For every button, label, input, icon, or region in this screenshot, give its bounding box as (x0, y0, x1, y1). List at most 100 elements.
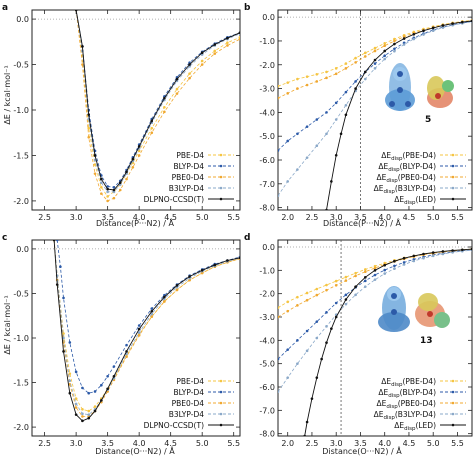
panel-d-legend-marker-0 (451, 379, 455, 383)
panel-d-series-2-point (315, 293, 319, 297)
panel-b-series-0-point (393, 37, 396, 41)
panel-d-series-3-point (305, 349, 309, 353)
panel-d-series-4-point (344, 298, 348, 301)
panel-d-series-4-point (383, 263, 387, 267)
panel-b-series-1-point (334, 101, 338, 105)
panel-b-ytick-label: -2.0 (259, 61, 275, 70)
panel-a-ytick-label: 0.0 (16, 15, 29, 24)
panel-a-series-1-point (106, 185, 109, 188)
panel-c-legend-marker-1 (219, 390, 223, 394)
panel-c-letter: c (2, 233, 7, 243)
panel-a-legend-marker-0 (219, 153, 223, 157)
panel-d-series-4-point (320, 357, 323, 361)
panel-d-series-2-point (325, 288, 328, 292)
panel-d-series-4-point (412, 254, 416, 258)
panel-a-legend-marker-2 (219, 175, 223, 179)
panel-b-series-0-point (325, 70, 328, 74)
panel-d-legend-label-4: ΔEdisp(LED) (394, 421, 436, 432)
panel-d-ytick-label: -8.0 (259, 430, 275, 439)
panel-c-xtick-label: 5.5 (227, 439, 240, 448)
panel-d-series-4-point (431, 251, 435, 254)
panel-c-series-4-point (74, 413, 78, 416)
panel-a-series-0-point (213, 49, 217, 53)
panel-d-series-2-point (296, 304, 299, 307)
panel-c-series-3-point (81, 412, 84, 416)
panel-a-xtick-label: 4.5 (164, 213, 177, 222)
panel-a-series-0-point (175, 87, 179, 91)
panel-b-series-4-point (422, 29, 425, 33)
panel-d-series-3-point (296, 362, 299, 365)
panel-c-xtick-label: 5.0 (196, 439, 209, 448)
panel-b-xtick-label: 4.5 (403, 213, 416, 222)
panel-a-series-2-point (100, 192, 103, 195)
panel-c-series-0-point (62, 332, 65, 335)
panel-b-series-4-point (354, 87, 357, 90)
panel-b-ytick-label: -5.0 (259, 132, 275, 141)
panel-b-series-2-point (383, 44, 387, 48)
panel-c-ytick-label: -2.0 (13, 423, 29, 432)
panel-c-series-4-point (137, 327, 141, 331)
panel-d-series-2-point (286, 309, 290, 313)
panel-b-frame (277, 9, 473, 211)
panel-a-series-line-3 (75, 10, 240, 193)
panel-c-legend-label-2: PBE0-D4 (172, 399, 205, 408)
panel-c-xtick-label: 3.5 (101, 439, 114, 448)
panel-b-series-2-point (402, 35, 406, 38)
panel-b-series-0-point (286, 81, 290, 84)
panel-d-ytick-label: -6.0 (259, 383, 275, 392)
panel-d-series-4-point (354, 285, 357, 288)
panel-c-series-2-point (163, 300, 166, 303)
panel-a-series-line-1 (75, 10, 240, 188)
panel-a-series-4-point (93, 154, 97, 157)
panel-b-series-3-point (278, 194, 280, 198)
panel-b-series-2-point (344, 67, 348, 70)
panel-b-series-0-point (383, 42, 387, 45)
panel-b-series-4-point (470, 19, 472, 23)
panel-a-series-4-point (125, 170, 128, 174)
panel-b-legend-marker-3 (451, 186, 455, 190)
panel-a-xtick-label: 4.0 (133, 213, 146, 222)
panel-a-legend-marker-3 (219, 186, 223, 190)
panel-b-series-0-point (373, 46, 377, 50)
panel-d-series-4-point (305, 420, 309, 424)
panel-d-series-1-point (383, 268, 387, 272)
panel-c-series-1-point (150, 307, 154, 310)
panel-c-xtick-label: 3.0 (70, 439, 83, 448)
panel-a-ytick-label: -1.5 (13, 151, 29, 160)
panel-d-ytick-label: -4.0 (259, 336, 275, 345)
panel-a-legend-label-1: BLYP-D4 (173, 162, 204, 171)
panel-d-series-4-point (470, 247, 472, 251)
panel-c-series-4-point (55, 283, 59, 286)
molecule-13-image (378, 286, 450, 332)
panel-b-series-4-point (373, 58, 377, 62)
panel-a-ylabel: ΔE / kcal·mol⁻¹ (3, 65, 12, 124)
panel-b-xtick-label: 3.0 (330, 213, 343, 222)
panel-b-series-1-point (373, 62, 377, 65)
panel-c-series-2-point (68, 383, 72, 386)
panel-c-series-4-point (188, 275, 191, 278)
panel-d-series-3-point (315, 336, 319, 340)
panel-b-series-4-point (344, 113, 348, 117)
panel-b-series-2-point (334, 72, 338, 76)
panel-c-series-1-point (62, 296, 65, 300)
panel-b-series-4-point (441, 24, 445, 27)
panel-d-ytick-label: -3.0 (259, 313, 275, 322)
panel-a-series-1-point (112, 185, 116, 189)
panel-c-series-4-point (150, 309, 154, 313)
panel-a-series-4-point (137, 145, 141, 148)
molecule-5-image (385, 63, 454, 111)
panel-b-series-1-point (325, 111, 328, 114)
panel-c-series-4-point (68, 391, 72, 395)
panel-a-series-4-point (238, 31, 240, 35)
panel-a-series-2-point (93, 172, 97, 175)
panel-b-xtick-label: 4.0 (378, 213, 391, 222)
panel-c-series-3-point (62, 336, 65, 340)
panel-c-legend-marker-2 (219, 401, 223, 405)
panel-b-ytick-label: -8.0 (259, 204, 275, 213)
panel-c-series-4-point (112, 375, 116, 378)
panel-c-series-1-point (55, 240, 59, 242)
panel-d-frame (277, 239, 473, 437)
panel-c-xtick-label: 4.0 (133, 439, 146, 448)
panel-a-series-0-point (163, 105, 166, 109)
